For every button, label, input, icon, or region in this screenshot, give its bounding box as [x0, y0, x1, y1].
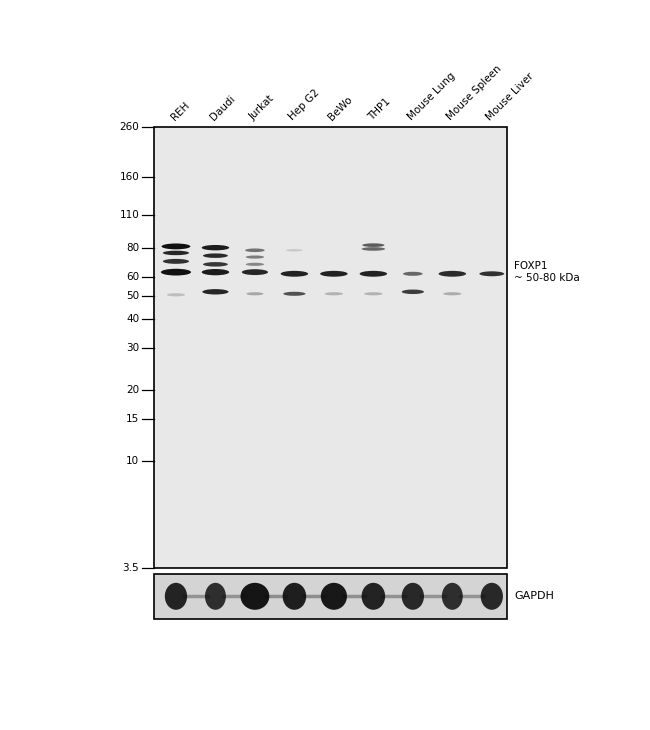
Ellipse shape: [480, 583, 503, 610]
Text: 50: 50: [126, 291, 139, 301]
Ellipse shape: [443, 292, 461, 296]
Text: Hep G2: Hep G2: [287, 88, 322, 123]
Text: FOXP1
~ 50-80 kDa: FOXP1 ~ 50-80 kDa: [514, 261, 580, 283]
Ellipse shape: [205, 583, 226, 610]
Ellipse shape: [321, 583, 347, 610]
Text: 15: 15: [126, 414, 139, 424]
Ellipse shape: [202, 245, 229, 250]
Text: 20: 20: [126, 385, 139, 395]
Text: 160: 160: [120, 172, 139, 182]
Text: THP1: THP1: [367, 96, 393, 123]
Ellipse shape: [402, 583, 424, 610]
Text: 30: 30: [126, 343, 139, 353]
Text: 260: 260: [120, 122, 139, 132]
Text: 110: 110: [120, 210, 139, 220]
Text: Daudi: Daudi: [209, 93, 237, 123]
Ellipse shape: [163, 259, 189, 264]
Ellipse shape: [479, 272, 504, 276]
Ellipse shape: [361, 583, 385, 610]
Text: BeWo: BeWo: [327, 94, 355, 123]
Ellipse shape: [162, 244, 190, 250]
Text: Jurkat: Jurkat: [248, 94, 276, 123]
Text: Mouse Liver: Mouse Liver: [485, 71, 536, 123]
Text: 60: 60: [126, 272, 139, 282]
Ellipse shape: [245, 248, 265, 252]
Ellipse shape: [283, 292, 305, 296]
Ellipse shape: [161, 269, 191, 275]
Ellipse shape: [442, 583, 463, 610]
Text: 10: 10: [126, 456, 139, 466]
Ellipse shape: [246, 255, 264, 258]
Ellipse shape: [364, 292, 383, 296]
Ellipse shape: [281, 271, 308, 277]
Text: Mouse Lung: Mouse Lung: [406, 72, 457, 123]
Ellipse shape: [246, 292, 263, 296]
Ellipse shape: [240, 583, 269, 610]
Ellipse shape: [362, 243, 385, 247]
Ellipse shape: [402, 290, 424, 294]
Ellipse shape: [359, 271, 387, 277]
Ellipse shape: [167, 293, 185, 296]
Ellipse shape: [203, 253, 228, 258]
Ellipse shape: [242, 269, 268, 275]
Ellipse shape: [165, 583, 187, 610]
Text: GAPDH: GAPDH: [514, 591, 554, 602]
Bar: [154, 127, 507, 568]
Ellipse shape: [202, 269, 229, 275]
Text: REH: REH: [169, 100, 191, 123]
Ellipse shape: [163, 250, 189, 255]
Ellipse shape: [325, 292, 343, 296]
Ellipse shape: [320, 271, 348, 277]
Ellipse shape: [439, 271, 466, 277]
Ellipse shape: [403, 272, 422, 276]
Bar: [154, 574, 507, 619]
Text: Mouse Spleen: Mouse Spleen: [445, 64, 504, 123]
Text: 3.5: 3.5: [123, 564, 139, 573]
Text: 80: 80: [126, 242, 139, 253]
Ellipse shape: [202, 289, 229, 294]
Ellipse shape: [203, 262, 228, 266]
Ellipse shape: [286, 249, 303, 251]
Ellipse shape: [361, 247, 385, 251]
Ellipse shape: [246, 263, 264, 266]
Ellipse shape: [283, 583, 306, 610]
Text: 40: 40: [126, 314, 139, 323]
